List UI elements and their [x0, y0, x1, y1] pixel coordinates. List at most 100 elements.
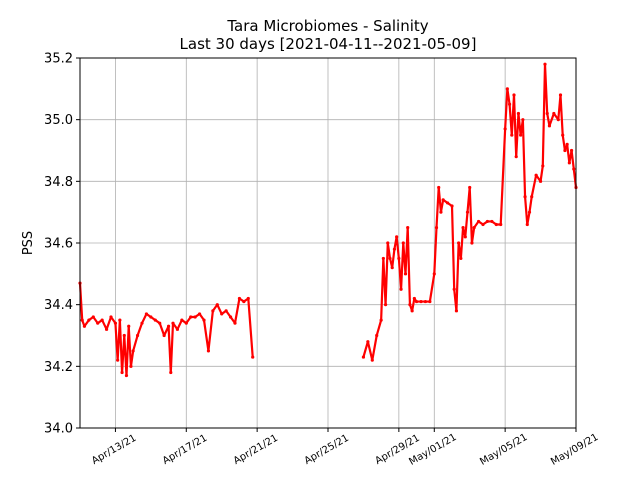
- data-point: [543, 62, 547, 66]
- data-point: [485, 219, 490, 224]
- data-point: [472, 225, 476, 230]
- data-point: [572, 167, 576, 171]
- y-tick-label: 35.0: [44, 113, 73, 128]
- chart-title: Tara Microbiomes - Salinity: [226, 17, 428, 35]
- data-point: [395, 235, 399, 239]
- data-point: [406, 225, 410, 230]
- data-point: [545, 111, 549, 116]
- data-point: [392, 247, 397, 251]
- data-point: [122, 333, 126, 338]
- data-points: [78, 62, 578, 378]
- data-point: [211, 309, 215, 313]
- data-point: [514, 155, 518, 159]
- data-point: [399, 287, 403, 291]
- data-point: [206, 349, 211, 353]
- data-point: [386, 241, 390, 245]
- data-point: [534, 173, 538, 177]
- data-point: [144, 312, 149, 316]
- data-point: [567, 161, 571, 165]
- data-point: [87, 318, 91, 322]
- data-point: [432, 272, 436, 276]
- data-point: [510, 133, 514, 137]
- data-point: [401, 241, 405, 245]
- data-point: [180, 318, 184, 322]
- data-point: [109, 315, 113, 319]
- y-tick-label: 35.2: [44, 52, 73, 67]
- data-point: [120, 370, 124, 375]
- data-point: [490, 219, 494, 224]
- data-point: [470, 241, 474, 245]
- data-point: [193, 315, 197, 319]
- data-point: [463, 235, 467, 239]
- data-point: [202, 318, 206, 322]
- data-point: [530, 195, 534, 199]
- data-point: [197, 312, 202, 316]
- data-point: [547, 124, 552, 128]
- data-point: [519, 133, 523, 137]
- data-point: [381, 256, 385, 261]
- data-point: [461, 225, 465, 230]
- data-point: [140, 321, 144, 325]
- data-point: [82, 324, 87, 328]
- y-tick-label: 34.2: [44, 360, 73, 375]
- data-point: [423, 299, 428, 304]
- data-point: [419, 299, 423, 304]
- data-point: [375, 333, 379, 338]
- data-point: [390, 266, 394, 270]
- y-tick-label: 34.8: [44, 175, 73, 190]
- data-point: [397, 256, 401, 261]
- data-point: [383, 303, 388, 307]
- data-point: [171, 321, 175, 325]
- data-point: [465, 210, 470, 214]
- data-point: [166, 324, 171, 328]
- data-point: [454, 309, 459, 313]
- data-point: [242, 299, 246, 304]
- y-tick-label: 34.6: [44, 237, 73, 252]
- data-point: [116, 358, 120, 362]
- data-point: [452, 287, 456, 291]
- data-point: [507, 102, 512, 106]
- series-trace: [362, 63, 578, 362]
- data-point: [563, 148, 567, 153]
- data-point: [503, 127, 507, 131]
- data-point: [118, 318, 122, 322]
- data-point: [527, 210, 532, 214]
- data-point: [556, 118, 560, 122]
- data-point: [541, 164, 545, 168]
- data-point: [476, 219, 481, 224]
- data-point: [175, 327, 180, 331]
- data-point: [370, 358, 374, 362]
- data-point: [538, 179, 543, 183]
- data-point: [135, 333, 140, 338]
- y-tick-label: 34.0: [44, 422, 73, 437]
- data-point: [494, 222, 498, 227]
- data-point: [552, 111, 556, 116]
- data-point: [408, 303, 412, 307]
- data-point: [169, 370, 173, 375]
- data-point: [246, 296, 250, 301]
- data-point: [525, 222, 529, 227]
- data-point: [441, 198, 445, 202]
- data-point: [457, 241, 461, 245]
- data-point: [80, 318, 84, 322]
- data-point: [189, 315, 193, 319]
- data-point: [434, 225, 439, 230]
- data-point: [523, 195, 527, 199]
- data-point: [184, 321, 188, 325]
- data-point: [412, 296, 416, 301]
- data-point: [561, 133, 565, 137]
- data-point: [153, 318, 157, 322]
- data-point: [459, 256, 463, 261]
- data-point: [366, 340, 370, 344]
- data-point: [437, 185, 441, 190]
- data-point: [388, 256, 392, 261]
- chart-subtitle: Last 30 days [2021-04-11--2021-05-09]: [180, 35, 477, 53]
- data-point: [569, 148, 574, 153]
- data-point: [113, 321, 118, 325]
- data-point: [131, 349, 135, 353]
- data-point: [149, 315, 153, 319]
- data-point: [565, 142, 569, 146]
- data-point: [445, 201, 450, 205]
- data-point: [124, 373, 129, 378]
